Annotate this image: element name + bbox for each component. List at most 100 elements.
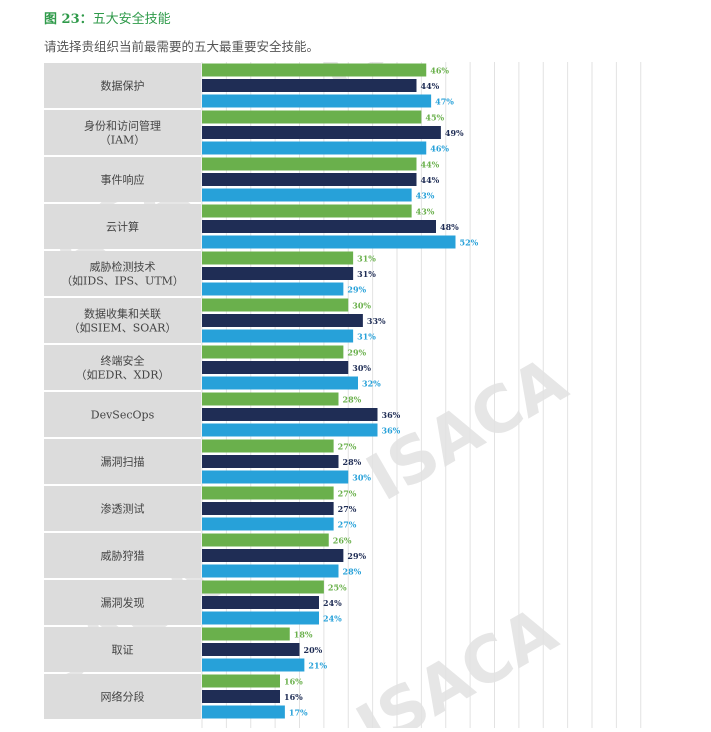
bar: [202, 188, 412, 202]
data-label: 29%: [347, 551, 366, 561]
data-label: 25%: [328, 583, 347, 593]
data-label: 20%: [304, 645, 323, 655]
bar: [202, 63, 427, 77]
data-label: 46%: [430, 66, 449, 76]
bar: [202, 486, 334, 500]
data-label: 44%: [421, 160, 440, 170]
category-label-bg: [44, 110, 201, 155]
data-label: 16%: [284, 677, 303, 687]
bar: [202, 439, 334, 453]
bar: [202, 282, 344, 296]
bar: [202, 627, 290, 641]
bar: [202, 408, 378, 421]
figure-title: 图 23：五大安全技能: [44, 12, 171, 27]
category-label: （如SIEM、SOAR）: [69, 321, 177, 335]
data-label: 30%: [352, 363, 371, 373]
bar-chart-svg: ISACAISACAISACAISACAISACA数据保护46%44%47%身份…: [0, 0, 642, 732]
data-label: 21%: [308, 661, 327, 671]
category-label: （如IDS、IPS、UTM）: [61, 274, 184, 288]
bar: [202, 674, 280, 688]
bar: [202, 157, 417, 171]
bar-chart: ISACAISACAISACAISACAISACA数据保护46%44%47%身份…: [0, 0, 694, 732]
category-label-bg: [44, 486, 201, 531]
bar: [202, 658, 305, 672]
category-label: 终端安全: [101, 354, 145, 368]
data-label: 27%: [338, 489, 357, 499]
bar: [202, 314, 363, 327]
bar: [202, 173, 417, 186]
data-label: 29%: [347, 285, 366, 295]
bar: [202, 267, 354, 280]
category-label: 威胁狩猎: [101, 549, 145, 563]
bar: [202, 361, 349, 374]
data-label: 28%: [343, 395, 362, 405]
category-label: 数据保护: [101, 79, 145, 93]
category-label: 威胁检测技术: [90, 260, 156, 274]
bar: [202, 392, 339, 406]
bar: [202, 376, 358, 390]
bar: [202, 110, 422, 124]
data-label: 28%: [343, 457, 362, 467]
data-label: 43%: [416, 207, 435, 217]
figure-name: 五大安全技能: [92, 12, 171, 27]
watermark-text: ISACA: [345, 594, 569, 728]
data-label: 16%: [284, 692, 303, 702]
data-label: 31%: [357, 269, 376, 279]
bar: [202, 251, 354, 265]
bar: [202, 423, 378, 437]
bar: [202, 141, 427, 155]
category-label: DevSecOps: [91, 409, 155, 422]
bar: [202, 564, 339, 578]
category-label-bg: [44, 674, 201, 719]
data-label: 48%: [440, 222, 459, 232]
data-label: 24%: [323, 598, 342, 608]
data-label: 44%: [421, 175, 440, 185]
figure-question: 请选择贵组织当前最需要的五大最重要安全技能。: [44, 39, 320, 54]
category-label: （如EDR、XDR）: [75, 368, 169, 382]
data-label: 36%: [382, 410, 401, 420]
data-label: 30%: [352, 301, 371, 311]
data-label: 30%: [352, 473, 371, 483]
data-label: 27%: [338, 442, 357, 452]
data-label: 47%: [435, 97, 454, 107]
data-label: 26%: [333, 536, 352, 546]
data-label: 43%: [416, 191, 435, 201]
figure-separator: ：: [79, 12, 93, 27]
data-label: 28%: [343, 567, 362, 577]
bar: [202, 611, 319, 625]
bar: [202, 345, 344, 359]
category-label-bg: [44, 533, 201, 578]
data-label: 17%: [289, 708, 308, 718]
data-label: 46%: [430, 144, 449, 154]
category-label: 云计算: [106, 220, 139, 234]
category-label: （IAM）: [100, 134, 146, 147]
category-label-bg: [44, 627, 201, 672]
data-label: 32%: [362, 379, 381, 389]
data-label: 31%: [357, 332, 376, 342]
data-label: 49%: [445, 128, 464, 138]
data-label: 44%: [421, 81, 440, 91]
figure-header: 图 23：五大安全技能: [44, 8, 171, 27]
bar: [202, 533, 329, 547]
category-label-bg: [44, 345, 201, 390]
category-label: 漏洞扫描: [101, 455, 145, 469]
category-label-bg: [44, 204, 201, 249]
bar: [202, 204, 412, 218]
category-label: 漏洞发现: [101, 596, 145, 610]
category-label-bg: [44, 63, 201, 108]
bar: [202, 329, 354, 343]
bar: [202, 643, 300, 656]
bar: [202, 549, 344, 562]
data-label: 36%: [382, 426, 401, 436]
category-label: 事件响应: [101, 173, 145, 187]
category-label: 渗透测试: [101, 502, 145, 516]
data-label: 31%: [357, 254, 376, 264]
bar: [202, 220, 436, 233]
category-label-bg: [44, 251, 201, 296]
category-label: 网络分段: [101, 690, 145, 704]
bar: [202, 298, 349, 312]
data-label: 27%: [338, 504, 357, 514]
data-label: 45%: [425, 113, 444, 123]
category-label: 数据收集和关联: [84, 307, 161, 321]
bar: [202, 502, 334, 515]
